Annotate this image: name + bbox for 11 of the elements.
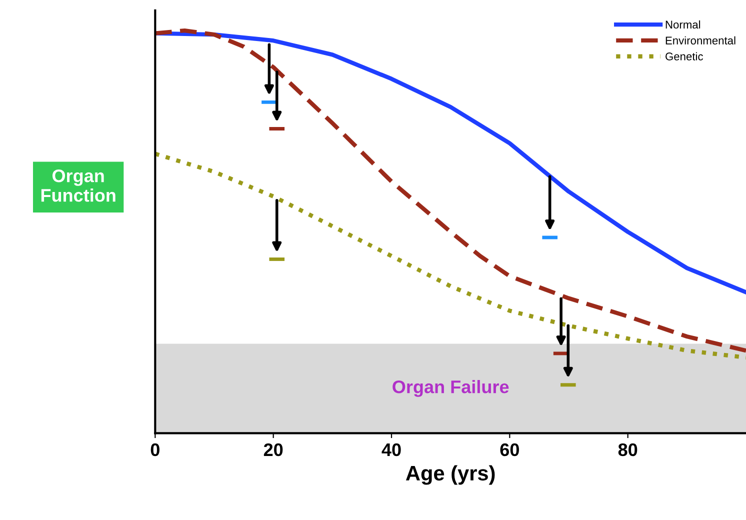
x-tick-label: 80 [618,443,638,456]
x-axis-title: Age (yrs) [406,465,495,485]
x-tick-label: 0 [150,443,160,456]
x-tick-label: 60 [500,443,519,456]
x-tick-label: 20 [264,443,283,456]
legend-label: Environmental [666,36,736,44]
legend-label: Genetic [666,52,703,60]
x-tick-label: 40 [382,443,401,456]
legend-label: Normal [666,20,700,29]
band-label: Organ Failure [392,380,509,397]
y-axis-title: Organ Function [41,169,116,202]
